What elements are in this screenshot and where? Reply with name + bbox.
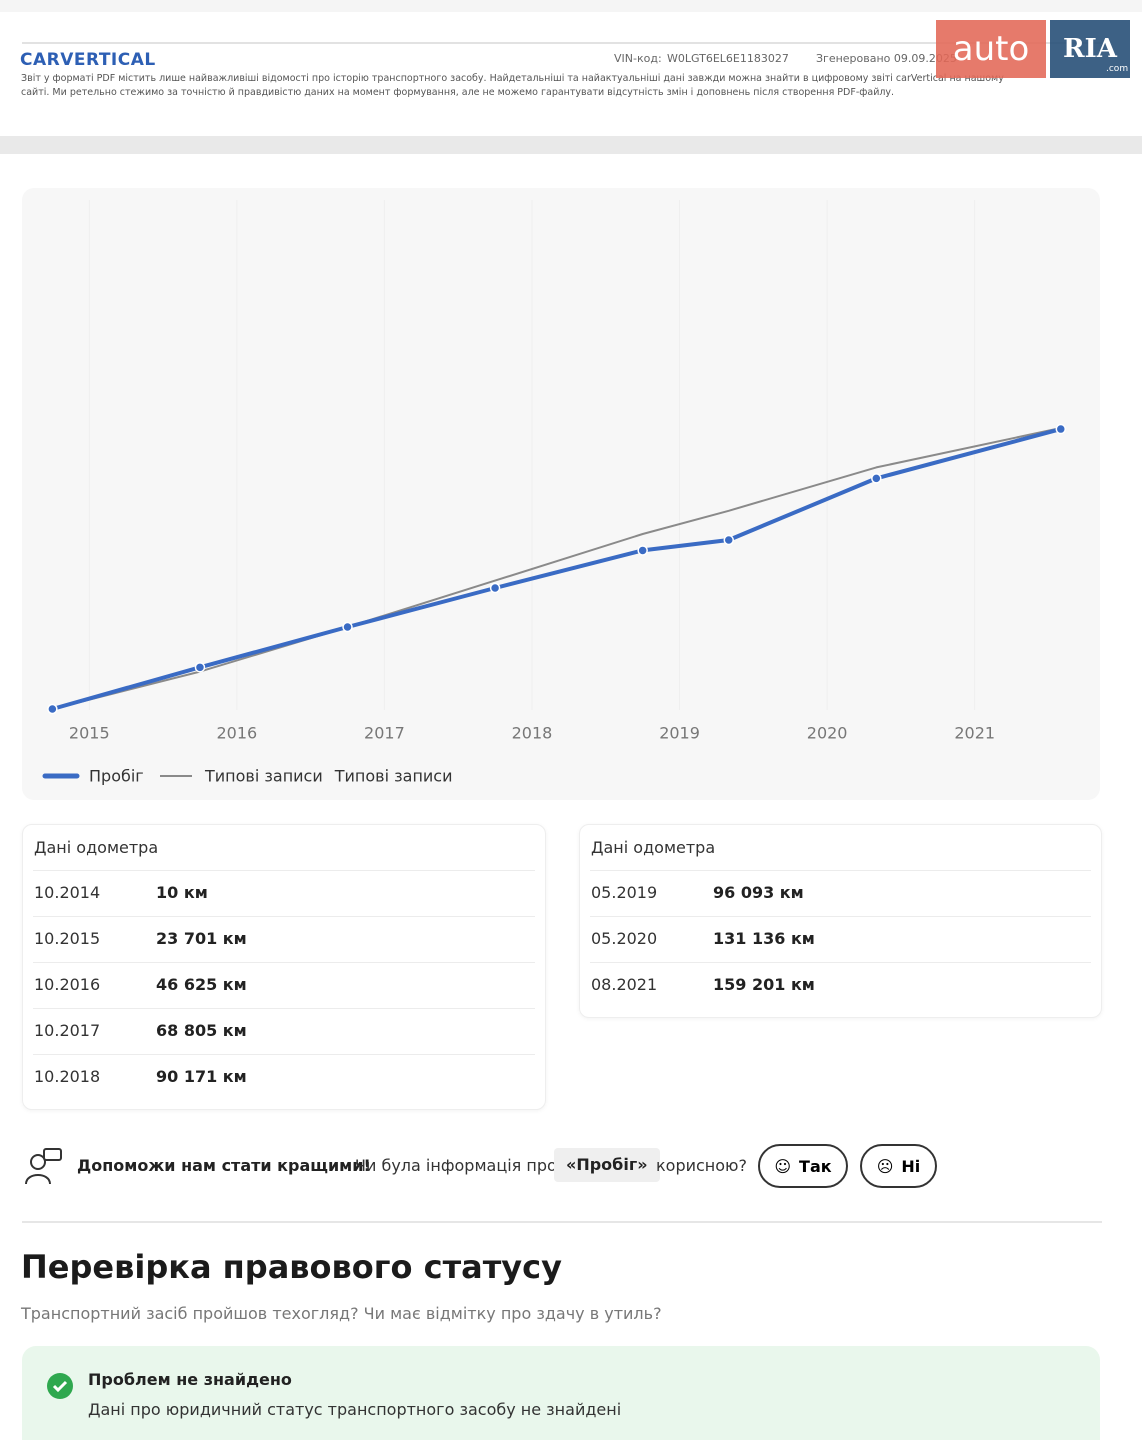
odometer-row: 05.2020 131 136 км: [590, 916, 1091, 963]
button-label: Ні: [901, 1156, 921, 1176]
odometer-date: 10.2016: [34, 975, 101, 994]
smile-icon: ☺: [774, 1156, 792, 1176]
section-title: Перевірка правового статусу: [21, 1248, 562, 1286]
disclaimer: Звіт у форматі PDF містить лише найважли…: [21, 73, 1004, 84]
status-text: Дані про юридичний статус транспортного …: [88, 1400, 622, 1419]
legend-label: Пробіг: [89, 767, 144, 786]
odometer-row: 10.2016 46 625 км: [33, 962, 535, 1009]
odometer-date: 10.2018: [34, 1067, 101, 1086]
mileage-point: [194, 662, 206, 673]
mileage-line: [51, 427, 1062, 711]
check-icon: [47, 1373, 73, 1399]
odometer-value: 96 093 км: [713, 883, 804, 902]
odometer-value: 46 625 км: [156, 975, 247, 994]
x-tick-label: 2016: [216, 724, 257, 743]
mileage-point: [47, 703, 58, 715]
status-box: [22, 1346, 1100, 1440]
sad-icon: ☹: [876, 1156, 894, 1176]
divider: [22, 1221, 1102, 1223]
odometer-date: 05.2019: [591, 883, 658, 902]
odometer-date: 10.2014: [34, 883, 101, 902]
table-title: Дані одометра: [591, 838, 716, 857]
table-title: Дані одометра: [34, 838, 159, 857]
legend-label: Типові записи: [334, 767, 453, 786]
odometer-value: 23 701 км: [156, 929, 247, 948]
mileage-point: [1055, 423, 1067, 435]
logo: CARVERTICAL: [20, 50, 156, 70]
section-subtitle: Транспортний засіб пройшов техогляд? Чи …: [21, 1304, 662, 1323]
header-rule: [22, 42, 1102, 44]
mileage-point: [489, 582, 501, 594]
odometer-date: 08.2021: [591, 975, 658, 994]
mileage-point: [871, 473, 882, 484]
feedback-icon: [25, 1148, 62, 1185]
feedback-lead: Допоможи нам стати кращими!: [77, 1156, 371, 1175]
odometer-row: 08.2021 159 201 км: [590, 962, 1091, 1009]
status-title: Проблем не знайдено: [88, 1370, 292, 1389]
odometer-table: Дані одометра 05.2019 96 093 км 05.2020 131…: [579, 824, 1102, 1018]
feedback-question: Чи була інформація про: [355, 1156, 557, 1175]
mileage-point: [342, 621, 353, 633]
feedback-tail: корисною?: [656, 1156, 748, 1175]
odometer-value: 90 171 км: [156, 1067, 247, 1086]
x-tick-label: 2015: [69, 724, 110, 743]
odometer-row: 10.2015 23 701 км: [33, 916, 535, 963]
odometer-row: 10.2018 90 171 км: [33, 1054, 535, 1101]
yes-button[interactable]: ☺ Так: [758, 1144, 848, 1188]
chart-card: [22, 188, 1100, 800]
odometer-value: 10 км: [156, 883, 208, 902]
disclaimer: сайті. Ми ретельно стежимо за точністю й…: [21, 87, 895, 98]
odometer-row: 10.2014 10 км: [33, 870, 535, 917]
odometer-date: 10.2015: [34, 929, 101, 948]
mileage-point: [723, 534, 734, 546]
x-tick-label: 2018: [512, 724, 553, 743]
odometer-value: 68 805 км: [156, 1021, 247, 1040]
generated: Згенеровано 09.09.2025: [816, 52, 957, 65]
odometer-date: 05.2020: [591, 929, 658, 948]
odometer-value: 159 201 км: [713, 975, 815, 994]
button-label: Так: [799, 1156, 832, 1176]
chart: 2015 2016 2017 2018 2019 2020 2021 Пробіг Типові…: [42, 200, 1067, 786]
x-tick-label: 2017: [364, 724, 405, 743]
typical-line: [52, 427, 1062, 710]
watermark-brand: auto: [936, 20, 1046, 78]
watermark-domain: .com: [1106, 64, 1129, 74]
feedback-topic: «Пробіг»: [554, 1148, 660, 1182]
x-tick-label: 2021: [954, 724, 995, 743]
x-tick-label: 2020: [807, 724, 848, 743]
odometer-row: 10.2017 68 805 км: [33, 1008, 535, 1055]
legend-label: Типові записи: [204, 767, 323, 786]
vin-label: VIN-код:: [614, 52, 662, 65]
odometer-value: 131 136 км: [713, 929, 815, 948]
odometer-row: 05.2019 96 093 км: [590, 870, 1091, 917]
vin: W0LGT6EL6E1183027: [667, 52, 789, 65]
odometer-table: Дані одометра 10.2014 10 км 10.2015 23 701 …: [22, 824, 546, 1110]
page-break: [0, 136, 1142, 154]
x-tick-label: 2019: [659, 724, 700, 743]
top-strip: [0, 0, 1142, 12]
watermark-mark: RIA: [1050, 20, 1130, 78]
no-button[interactable]: ☹ Ні: [860, 1144, 937, 1188]
mileage-point: [637, 545, 648, 556]
odometer-date: 10.2017: [34, 1021, 101, 1040]
